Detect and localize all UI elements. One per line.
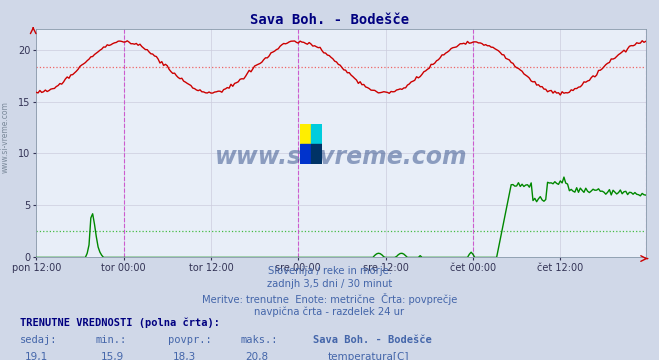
- Text: www.si-vreme.com: www.si-vreme.com: [215, 145, 467, 169]
- Bar: [311, 124, 322, 144]
- Text: navpična črta - razdelek 24 ur: navpična črta - razdelek 24 ur: [254, 307, 405, 317]
- Text: min.:: min.:: [96, 335, 127, 345]
- Bar: [300, 124, 311, 144]
- Text: TRENUTNE VREDNOSTI (polna črta):: TRENUTNE VREDNOSTI (polna črta):: [20, 318, 219, 328]
- Text: 18,3: 18,3: [173, 352, 196, 360]
- Text: www.si-vreme.com: www.si-vreme.com: [1, 101, 10, 173]
- Bar: [300, 144, 311, 164]
- Text: Meritve: trenutne  Enote: metrične  Črta: povprečje: Meritve: trenutne Enote: metrične Črta: …: [202, 293, 457, 305]
- Text: Sava Boh. - Bodešče: Sava Boh. - Bodešče: [313, 335, 432, 345]
- Text: temperatura[C]: temperatura[C]: [328, 352, 409, 360]
- Text: Slovenija / reke in morje.: Slovenija / reke in morje.: [268, 266, 391, 276]
- Text: Sava Boh. - Bodešče: Sava Boh. - Bodešče: [250, 13, 409, 27]
- Text: 15,9: 15,9: [100, 352, 124, 360]
- Text: 20,8: 20,8: [245, 352, 269, 360]
- Bar: [311, 144, 322, 164]
- Text: maks.:: maks.:: [241, 335, 278, 345]
- Text: 19,1: 19,1: [24, 352, 48, 360]
- Text: zadnjh 3,5 dni / 30 minut: zadnjh 3,5 dni / 30 minut: [267, 279, 392, 289]
- Text: sedaj:: sedaj:: [20, 335, 57, 345]
- Text: povpr.:: povpr.:: [168, 335, 212, 345]
